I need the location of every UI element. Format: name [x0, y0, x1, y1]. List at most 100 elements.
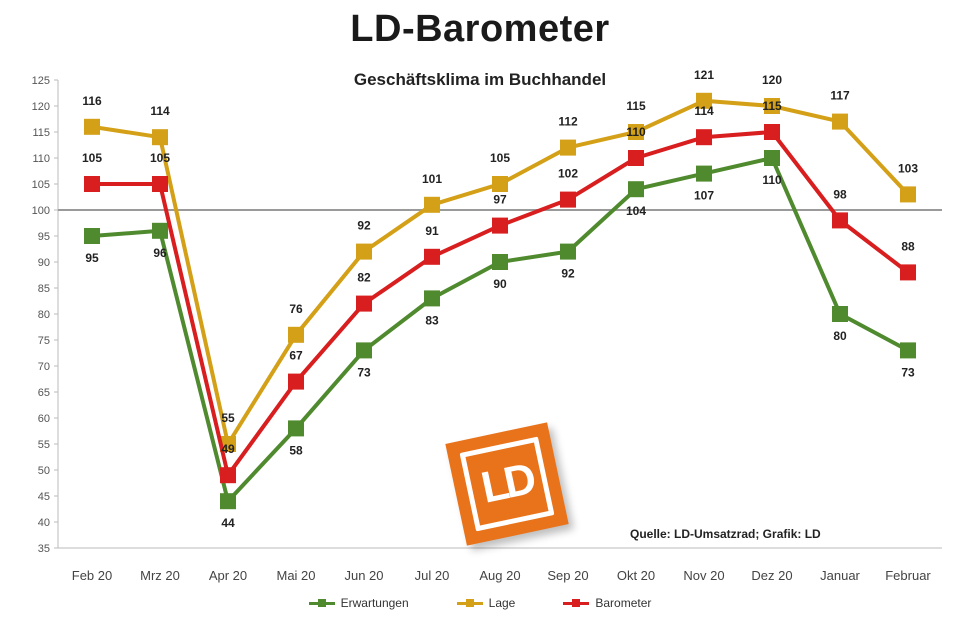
- y-tick-label: 70: [38, 361, 50, 373]
- data-point-erwartungen: [492, 254, 508, 270]
- x-tick-label: Apr 20: [209, 568, 247, 583]
- data-label-erwartungen: 95: [85, 251, 99, 265]
- data-point-barometer: [628, 150, 644, 166]
- x-tick-label: Aug 20: [479, 568, 520, 583]
- y-tick-label: 85: [38, 283, 50, 295]
- data-point-lage: [832, 114, 848, 130]
- x-tick-label: Feb 20: [72, 568, 112, 583]
- data-point-erwartungen: [84, 228, 100, 244]
- legend-label: Barometer: [595, 596, 651, 610]
- data-label-erwartungen: 90: [493, 277, 507, 291]
- x-tick-label: Mrz 20: [140, 568, 180, 583]
- y-tick-label: 40: [38, 517, 50, 529]
- data-label-erwartungen: 73: [901, 365, 915, 379]
- data-label-lage: 121: [694, 68, 714, 82]
- data-point-barometer: [900, 264, 916, 280]
- data-label-erwartungen: 83: [425, 313, 439, 327]
- legend-label: Lage: [489, 596, 516, 610]
- legend-label: Erwartungen: [341, 596, 409, 610]
- x-tick-label: Jun 20: [344, 568, 383, 583]
- data-label-barometer: 114: [694, 104, 714, 118]
- data-label-lage: 92: [357, 219, 371, 233]
- legend-swatch: [457, 598, 483, 608]
- data-label-erwartungen: 96: [153, 246, 167, 260]
- y-tick-label: 55: [38, 439, 50, 451]
- data-point-erwartungen: [560, 244, 576, 260]
- data-point-lage: [560, 140, 576, 156]
- y-tick-label: 105: [32, 179, 50, 191]
- legend: Erwartungen Lage Barometer: [0, 596, 960, 610]
- y-tick-label: 60: [38, 413, 50, 425]
- y-tick-label: 75: [38, 335, 50, 347]
- data-point-lage: [288, 327, 304, 343]
- ld-logo: LD: [445, 422, 568, 545]
- data-label-lage: 103: [898, 161, 918, 175]
- data-point-barometer: [560, 192, 576, 208]
- data-point-erwartungen: [424, 290, 440, 306]
- data-label-erwartungen: 44: [221, 516, 235, 530]
- data-point-lage: [152, 129, 168, 145]
- y-tick-label: 100: [32, 205, 50, 217]
- legend-swatch: [563, 598, 589, 608]
- data-point-erwartungen: [832, 306, 848, 322]
- x-tick-label: Okt 20: [617, 568, 655, 583]
- data-label-lage: 117: [830, 89, 850, 103]
- data-label-barometer: 105: [82, 151, 102, 165]
- data-label-lage: 101: [422, 172, 442, 186]
- data-label-lage: 120: [762, 73, 782, 87]
- data-label-barometer: 88: [901, 239, 915, 253]
- data-label-lage: 115: [626, 99, 646, 113]
- data-point-barometer: [220, 467, 236, 483]
- data-label-erwartungen: 73: [357, 365, 371, 379]
- y-tick-label: 80: [38, 309, 50, 321]
- data-point-lage: [424, 197, 440, 213]
- data-label-lage: 105: [490, 151, 510, 165]
- data-point-erwartungen: [764, 150, 780, 166]
- data-label-erwartungen: 58: [289, 443, 303, 457]
- x-tick-label: Nov 20: [683, 568, 724, 583]
- x-tick-label: Sep 20: [547, 568, 588, 583]
- legend-item-erwartungen: Erwartungen: [309, 596, 409, 610]
- data-label-barometer: 102: [558, 167, 578, 181]
- data-label-barometer: 110: [626, 125, 646, 139]
- y-tick-label: 95: [38, 231, 50, 243]
- data-point-erwartungen: [900, 342, 916, 358]
- y-tick-label: 90: [38, 257, 50, 269]
- data-point-barometer: [356, 296, 372, 312]
- data-label-lage: 55: [221, 411, 235, 425]
- x-tick-label: Jul 20: [415, 568, 450, 583]
- data-label-lage: 112: [558, 115, 578, 129]
- y-tick-label: 110: [32, 153, 50, 165]
- data-point-barometer: [832, 212, 848, 228]
- data-label-lage: 116: [82, 94, 102, 108]
- x-tick-label: Februar: [885, 568, 931, 583]
- data-point-erwartungen: [696, 166, 712, 182]
- data-label-barometer: 67: [289, 349, 303, 363]
- x-tick-label: Mai 20: [276, 568, 315, 583]
- data-label-lage: 114: [150, 104, 170, 118]
- y-tick-label: 65: [38, 387, 50, 399]
- data-label-erwartungen: 107: [694, 189, 714, 203]
- data-label-barometer: 98: [833, 187, 847, 201]
- data-point-barometer: [492, 218, 508, 234]
- data-point-barometer: [288, 374, 304, 390]
- y-tick-label: 45: [38, 491, 50, 503]
- data-point-lage: [900, 186, 916, 202]
- x-tick-label: Januar: [820, 568, 860, 583]
- data-label-barometer: 97: [493, 193, 507, 207]
- data-point-erwartungen: [288, 420, 304, 436]
- data-label-barometer: 49: [221, 442, 235, 456]
- data-point-erwartungen: [628, 181, 644, 197]
- data-point-erwartungen: [356, 342, 372, 358]
- data-label-barometer: 91: [425, 224, 439, 238]
- data-label-barometer: 82: [357, 271, 371, 285]
- data-point-barometer: [696, 129, 712, 145]
- y-tick-label: 50: [38, 465, 50, 477]
- legend-swatch: [309, 598, 335, 608]
- data-label-barometer: 115: [762, 99, 782, 113]
- data-point-barometer: [764, 124, 780, 140]
- data-label-erwartungen: 92: [561, 267, 575, 281]
- data-label-lage: 76: [289, 302, 303, 316]
- y-tick-label: 120: [32, 101, 50, 113]
- data-point-lage: [492, 176, 508, 192]
